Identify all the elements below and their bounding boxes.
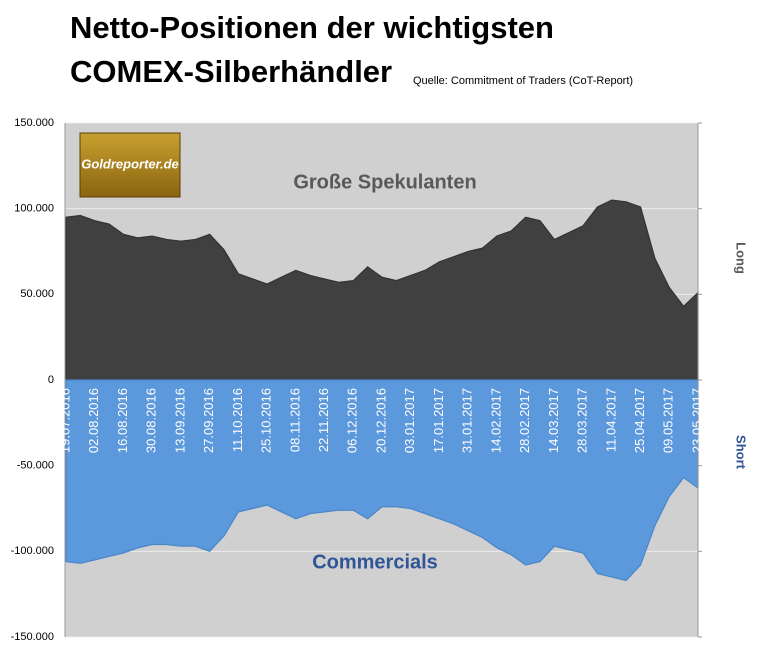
x-tick-label: 27.09.2016	[201, 388, 216, 453]
x-tick-label: 17.01.2017	[431, 388, 446, 453]
x-tick-label: 11.10.2016	[230, 388, 245, 452]
x-tick-label: 02.08.2016	[86, 388, 101, 453]
side-label: Long	[734, 242, 749, 274]
y-tick-label: 0	[48, 374, 54, 386]
x-tick-label: 31.01.2017	[460, 388, 475, 453]
x-tick-label: 30.08.2016	[144, 388, 159, 453]
x-tick-label: 22.11.2016	[316, 388, 331, 452]
x-tick-label: 19.07.2016	[57, 388, 72, 453]
source-note: Quelle: Commitment of Traders (CoT-Repor…	[413, 75, 633, 87]
area	[65, 199, 699, 381]
y-tick-label: 150.000	[14, 117, 54, 129]
chart-title: Netto-Positionen der wichtigsten	[70, 10, 554, 45]
annotation: Große Spekulanten	[293, 171, 476, 193]
x-tick-label: 08.11.2016	[287, 388, 302, 452]
logo-box	[79, 132, 181, 198]
y-tick-label: -150.000	[11, 631, 54, 643]
x-tick-label: 28.03.2017	[575, 388, 590, 453]
x-tick-label: 25.04.2017	[632, 388, 647, 453]
y-tick-label: 50.000	[20, 288, 54, 300]
x-tick-label: 14.03.2017	[546, 388, 561, 453]
x-tick-label: 06.12.2016	[345, 388, 360, 453]
x-tick-label: 03.01.2017	[402, 388, 417, 453]
x-tick-label: 09.05.2017	[661, 388, 676, 453]
area	[65, 379, 699, 582]
logo: Goldreporter.de	[81, 156, 179, 171]
x-tick-label: 20.12.2016	[373, 388, 388, 453]
y-tick-label: -100.000	[11, 545, 54, 557]
chart-title: COMEX-Silberhändler	[70, 54, 392, 89]
x-tick-label: 14.02.2017	[488, 388, 503, 453]
x-tick-label: 23.05.2017	[689, 388, 704, 453]
x-tick-label: 16.08.2016	[115, 388, 130, 453]
y-tick-label: 100.000	[14, 203, 54, 215]
plot-area	[64, 122, 702, 638]
annotation: Commercials	[312, 551, 438, 573]
side-label: Short	[734, 435, 749, 470]
x-tick-label: 13.09.2016	[172, 388, 187, 453]
x-tick-label: 28.02.2017	[517, 388, 532, 453]
x-tick-label: 11.04.2017	[603, 388, 618, 452]
y-tick-label: -50.000	[17, 460, 54, 472]
x-tick-label: 25.10.2016	[259, 388, 274, 453]
